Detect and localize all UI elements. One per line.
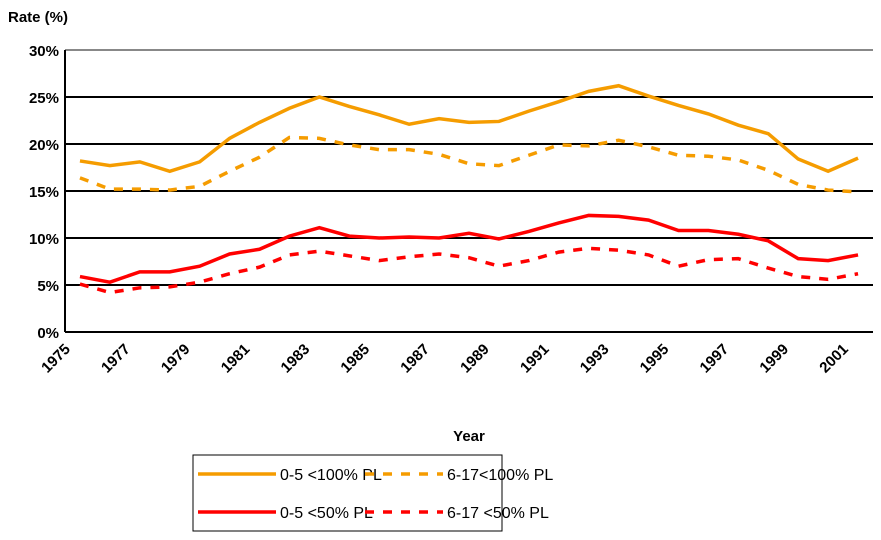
legend-label: 0-5 <100% PL: [280, 467, 382, 484]
legend-label: 6-17 <50% PL: [447, 505, 549, 522]
series-line: [79, 213, 859, 284]
x-tick-label: 1995: [637, 341, 673, 377]
x-tick-label: 1981: [218, 341, 254, 377]
series-line: [79, 246, 859, 295]
x-tick-label: 1987: [397, 341, 433, 377]
x-tick-label: 1975: [38, 341, 74, 377]
x-tick-label: 1989: [457, 341, 493, 377]
x-tick-label: 1985: [337, 341, 373, 377]
y-tick-label: 0%: [37, 325, 59, 342]
legend-label: 0-5 <50% PL: [280, 505, 373, 522]
x-tick-label: 1979: [158, 341, 194, 377]
series-line: [79, 135, 859, 194]
x-tick-label: 1997: [697, 341, 733, 377]
x-tick-label: 2001: [816, 341, 852, 377]
x-tick-label: 1991: [517, 341, 553, 377]
series-line: [79, 83, 859, 174]
y-tick-label: 10%: [29, 231, 59, 248]
y-tick-label: 15%: [29, 184, 59, 201]
legend-label: 6-17<100% PL: [447, 467, 553, 484]
legend-box: [192, 454, 503, 532]
y-tick-label: 20%: [29, 137, 59, 154]
x-tick-label: 1999: [756, 341, 792, 377]
x-axis-label: Year: [453, 428, 485, 445]
y-tick-label: 5%: [37, 278, 59, 295]
x-tick-label: 1977: [98, 341, 134, 377]
x-tick-label: 1983: [278, 341, 314, 377]
y-tick-label: 25%: [29, 90, 59, 107]
x-tick-label: 1993: [577, 341, 613, 377]
y-tick-label: 30%: [29, 43, 59, 60]
y-axis-label: Rate (%): [8, 9, 68, 26]
